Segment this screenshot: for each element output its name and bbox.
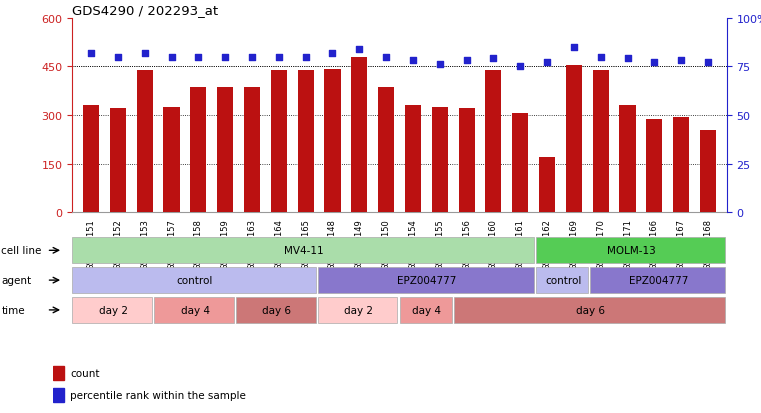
Text: time: time: [2, 305, 25, 315]
Bar: [536, 238, 724, 263]
Bar: [298, 70, 314, 213]
Point: [193, 54, 205, 61]
Bar: [646, 119, 662, 213]
Bar: [72, 297, 152, 323]
Bar: [378, 88, 394, 213]
Point: [165, 54, 177, 61]
Text: GDS4290 / 202293_at: GDS4290 / 202293_at: [72, 5, 218, 17]
Text: percentile rank within the sample: percentile rank within the sample: [70, 390, 246, 400]
Bar: [539, 158, 555, 213]
Text: day 6: day 6: [576, 305, 605, 315]
Bar: [486, 70, 501, 213]
Point: [272, 54, 285, 61]
Bar: [271, 71, 287, 213]
Bar: [454, 297, 724, 323]
Bar: [318, 268, 533, 293]
Bar: [593, 70, 609, 213]
Bar: [405, 106, 421, 213]
Point: [246, 54, 258, 61]
Bar: [137, 70, 153, 213]
Point: [594, 54, 607, 61]
Point: [219, 54, 231, 61]
Bar: [53, 366, 64, 380]
Bar: [352, 57, 368, 213]
Point: [568, 44, 580, 51]
Point: [407, 58, 419, 64]
Text: day 4: day 4: [412, 305, 441, 315]
Bar: [400, 297, 452, 323]
Text: agent: agent: [2, 275, 31, 285]
Bar: [459, 109, 475, 213]
Bar: [318, 297, 397, 323]
Point: [300, 54, 312, 61]
Text: EPZ004777: EPZ004777: [629, 275, 688, 285]
Point: [541, 60, 553, 66]
Point: [487, 56, 499, 63]
Point: [139, 50, 151, 57]
Bar: [83, 106, 99, 213]
Text: day 4: day 4: [180, 305, 209, 315]
Point: [380, 54, 392, 61]
Text: MV4-11: MV4-11: [285, 246, 324, 256]
Point: [85, 50, 97, 57]
Bar: [244, 88, 260, 213]
Text: day 6: day 6: [263, 305, 291, 315]
Text: MOLM-13: MOLM-13: [607, 246, 656, 256]
Point: [434, 62, 446, 69]
Point: [622, 56, 634, 63]
Point: [514, 64, 527, 70]
Bar: [217, 88, 233, 213]
Bar: [72, 238, 533, 263]
Point: [648, 60, 661, 66]
Bar: [431, 107, 447, 213]
Point: [326, 50, 339, 57]
Bar: [536, 268, 588, 293]
Bar: [154, 297, 234, 323]
Bar: [110, 109, 126, 213]
Point: [460, 58, 473, 64]
Text: control: control: [177, 275, 213, 285]
Bar: [619, 106, 635, 213]
Bar: [591, 268, 724, 293]
Text: day 2: day 2: [344, 305, 373, 315]
Bar: [164, 107, 180, 213]
Text: EPZ004777: EPZ004777: [397, 275, 457, 285]
Bar: [566, 66, 582, 213]
Bar: [190, 88, 206, 213]
Point: [112, 54, 124, 61]
Bar: [324, 69, 340, 213]
Text: control: control: [545, 275, 581, 285]
Point: [353, 46, 365, 53]
Bar: [673, 117, 689, 213]
Bar: [236, 297, 316, 323]
Bar: [53, 388, 64, 402]
Text: cell line: cell line: [2, 246, 42, 256]
Bar: [512, 114, 528, 213]
Bar: [72, 268, 316, 293]
Point: [702, 60, 714, 66]
Text: day 2: day 2: [99, 305, 128, 315]
Bar: [700, 130, 716, 213]
Point: [675, 58, 687, 64]
Text: count: count: [70, 368, 100, 378]
